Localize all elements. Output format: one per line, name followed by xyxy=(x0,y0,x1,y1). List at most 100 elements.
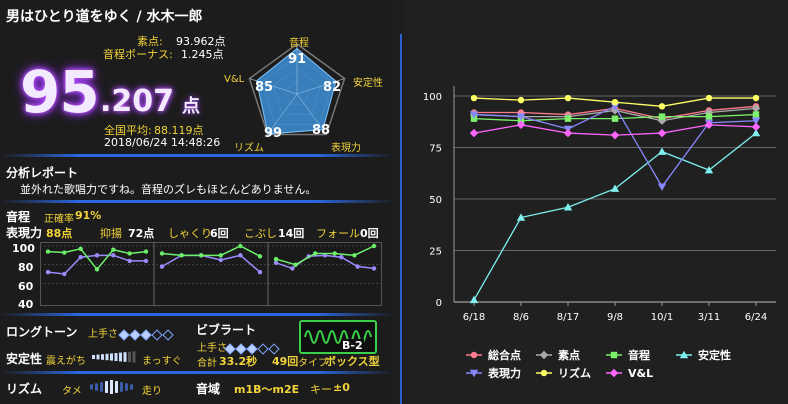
radar-value-vl: 85 xyxy=(255,80,274,95)
data-point xyxy=(517,96,525,104)
raw-score-label: 素点: xyxy=(137,35,163,48)
rhythm-right-label: 走り xyxy=(142,386,162,397)
expression-item-value: 0回 xyxy=(360,227,379,240)
data-point xyxy=(657,183,667,191)
legend-marker xyxy=(679,350,689,359)
data-point xyxy=(658,113,666,120)
bonus-value: 1.245点 xyxy=(181,48,224,61)
longtone-level-diamond xyxy=(162,329,174,341)
y-tick-label: 25 xyxy=(429,247,442,258)
data-point xyxy=(610,184,620,192)
stability-meter-bar xyxy=(128,351,131,363)
mini-point xyxy=(322,253,328,258)
vibrato-skill-label: 上手さ xyxy=(197,343,227,354)
longtone-level-diamond xyxy=(140,329,152,341)
radar-label-rhythm: リズム xyxy=(234,143,264,154)
radar-value-expression: 88 xyxy=(312,123,331,138)
data-point xyxy=(469,128,479,138)
history-line-chart: 0 25 50 75 100 6/18 8/6 8/17 9/8 10/1 3/11 6/24 総合点 素… xyxy=(423,86,776,380)
y-tick-label: 50 xyxy=(429,195,442,206)
expression-label: 表現力 xyxy=(6,226,43,240)
data-point xyxy=(610,103,620,111)
vibrato-wave-icon xyxy=(304,330,372,344)
data-point xyxy=(516,120,526,130)
mini-point xyxy=(127,258,132,264)
mini-point xyxy=(78,255,83,260)
legend-label: V&L xyxy=(628,367,653,380)
stability-meter-bar xyxy=(132,351,136,363)
radar-axis xyxy=(249,78,298,95)
mini-y-tick: 60 xyxy=(18,280,34,293)
y-tick-label: 100 xyxy=(423,92,442,103)
legend-label: 総合点 xyxy=(488,348,521,362)
stability-meter-bar xyxy=(96,354,100,360)
radar-label-pitch: 音程 xyxy=(289,38,309,49)
mini-y-tick: 40 xyxy=(18,298,34,311)
stability-meter-bar xyxy=(105,353,109,361)
radar-label-expression: 表現力 xyxy=(331,143,361,154)
expression-score: 88点 xyxy=(46,227,73,240)
series-line xyxy=(473,132,757,301)
divider xyxy=(0,371,394,374)
expression-item-name: こぶし xyxy=(244,227,277,240)
data-point xyxy=(752,94,760,102)
mini-point xyxy=(238,243,243,249)
mini-point xyxy=(293,262,298,267)
data-point xyxy=(704,120,714,130)
data-point xyxy=(611,115,619,122)
score-panel: 男はひとり道をゆく / 水木一郎 素点: 93.962点 音程ボーナス: 1.2… xyxy=(0,9,394,397)
x-tick-label: 3/11 xyxy=(698,312,720,323)
vibrato-type-label: タイプ xyxy=(298,358,328,369)
mini-point xyxy=(159,251,165,256)
vibrato-level-diamond xyxy=(257,343,269,355)
longtone-level-meter xyxy=(118,324,175,343)
data-point xyxy=(564,115,572,122)
data-point xyxy=(752,111,760,118)
radar-area xyxy=(256,47,337,135)
mini-series-line xyxy=(275,245,375,266)
mini-point xyxy=(371,266,377,271)
rhythm-meter-bar xyxy=(130,384,133,390)
divider xyxy=(0,200,394,203)
legend-label: 音程 xyxy=(628,348,650,362)
mini-point xyxy=(179,253,184,258)
vibrato-badge-text: B-2 xyxy=(341,339,364,352)
data-point xyxy=(657,147,667,155)
data-point xyxy=(751,117,761,125)
vertical-divider xyxy=(400,34,402,404)
vibrato-total-label: 合計 xyxy=(197,358,217,369)
mini-point xyxy=(218,253,223,258)
x-tick-label: 8/6 xyxy=(513,312,529,323)
expression-item-value: 14回 xyxy=(278,227,305,240)
avg-label: 全国平均: xyxy=(104,124,152,137)
mini-point xyxy=(94,253,100,258)
vibrato-type-badge: B-2 xyxy=(299,320,377,354)
history-panel: 0 25 50 75 100 6/18 8/6 8/17 9/8 10/1 3/11 6/24 総合点 素… xyxy=(404,0,788,404)
expression-item-name: しゃくり xyxy=(168,227,212,240)
legend-marker xyxy=(469,369,479,378)
pitch-accuracy-label: 正確率 xyxy=(44,214,74,225)
rhythm-left-label: タメ xyxy=(62,386,82,397)
stability-left-label: 震えがち xyxy=(46,356,86,367)
y-tick-label: 0 xyxy=(436,298,442,309)
x-tick-label: 10/1 xyxy=(651,312,673,323)
data-point xyxy=(704,165,714,174)
mini-point xyxy=(313,251,318,256)
mini-point xyxy=(332,251,337,256)
mini-point xyxy=(339,255,344,260)
pitch-label: 音程 xyxy=(6,210,31,224)
legend-marker xyxy=(470,351,478,359)
divider xyxy=(0,313,394,316)
data-point xyxy=(469,295,479,304)
longtone-level-diamond xyxy=(151,329,163,341)
data-point xyxy=(516,213,526,221)
report-heading: 分析レポート xyxy=(6,166,79,180)
longtone-level-diamond xyxy=(129,329,141,341)
data-point xyxy=(657,116,667,125)
data-point xyxy=(751,128,761,137)
radar-chart xyxy=(248,43,346,136)
mini-series-line xyxy=(161,254,261,273)
legend-marker xyxy=(540,369,548,377)
mini-point xyxy=(290,266,295,271)
total-score-decimal: .207 xyxy=(100,84,175,119)
